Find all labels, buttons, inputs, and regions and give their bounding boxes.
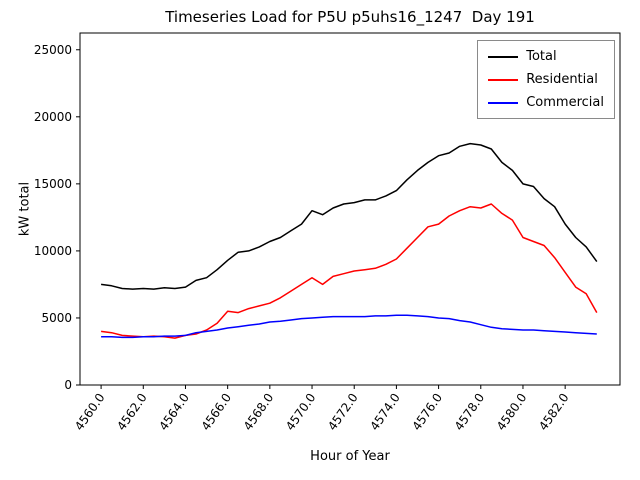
x-tick-label: 4576.0: [409, 391, 445, 433]
x-tick-label: 4560.0: [72, 391, 108, 433]
x-tick-label: 4574.0: [367, 391, 403, 433]
legend-label: Commercial: [526, 95, 604, 110]
legend-label: Total: [526, 49, 557, 64]
y-tick-label: 10000: [34, 244, 72, 258]
y-tick-label: 15000: [34, 177, 72, 191]
x-tick-label: 4580.0: [494, 391, 530, 433]
total-line: [101, 142, 598, 290]
x-tick-label: 4582.0: [536, 391, 572, 433]
legend-entry: Residential: [488, 72, 604, 87]
y-tick-label: 0: [64, 378, 72, 392]
total-legend-line: [488, 55, 519, 58]
commercial-line: [101, 314, 597, 339]
x-axis-label: Hour of Year: [310, 449, 390, 464]
axes-frame: [79, 32, 621, 386]
x-tick-label: 4564.0: [156, 391, 192, 433]
y-tick-label: 25000: [34, 43, 72, 57]
legend: Total Residential Commercial: [477, 40, 615, 119]
x-tick-label: 4566.0: [199, 391, 235, 433]
legend-entry: Commercial: [488, 95, 604, 110]
y-tick-label: 20000: [34, 110, 72, 124]
legend-label: Residential: [526, 72, 598, 87]
legend-entry: Total: [488, 49, 604, 64]
x-tick-label: 4578.0: [452, 391, 488, 433]
residential-legend-line: [488, 78, 519, 81]
x-tick-label: 4572.0: [325, 391, 361, 433]
x-tick-label: 4568.0: [241, 391, 277, 433]
x-tick-label: 4570.0: [283, 391, 319, 433]
chart-title: Timeseries Load for P5U p5uhs16_1247 Day…: [165, 8, 535, 26]
x-tick-label: 4562.0: [114, 391, 150, 433]
y-tick-label: 5000: [41, 311, 72, 325]
commercial-legend-line: [488, 101, 519, 104]
residential-line: [101, 203, 598, 339]
